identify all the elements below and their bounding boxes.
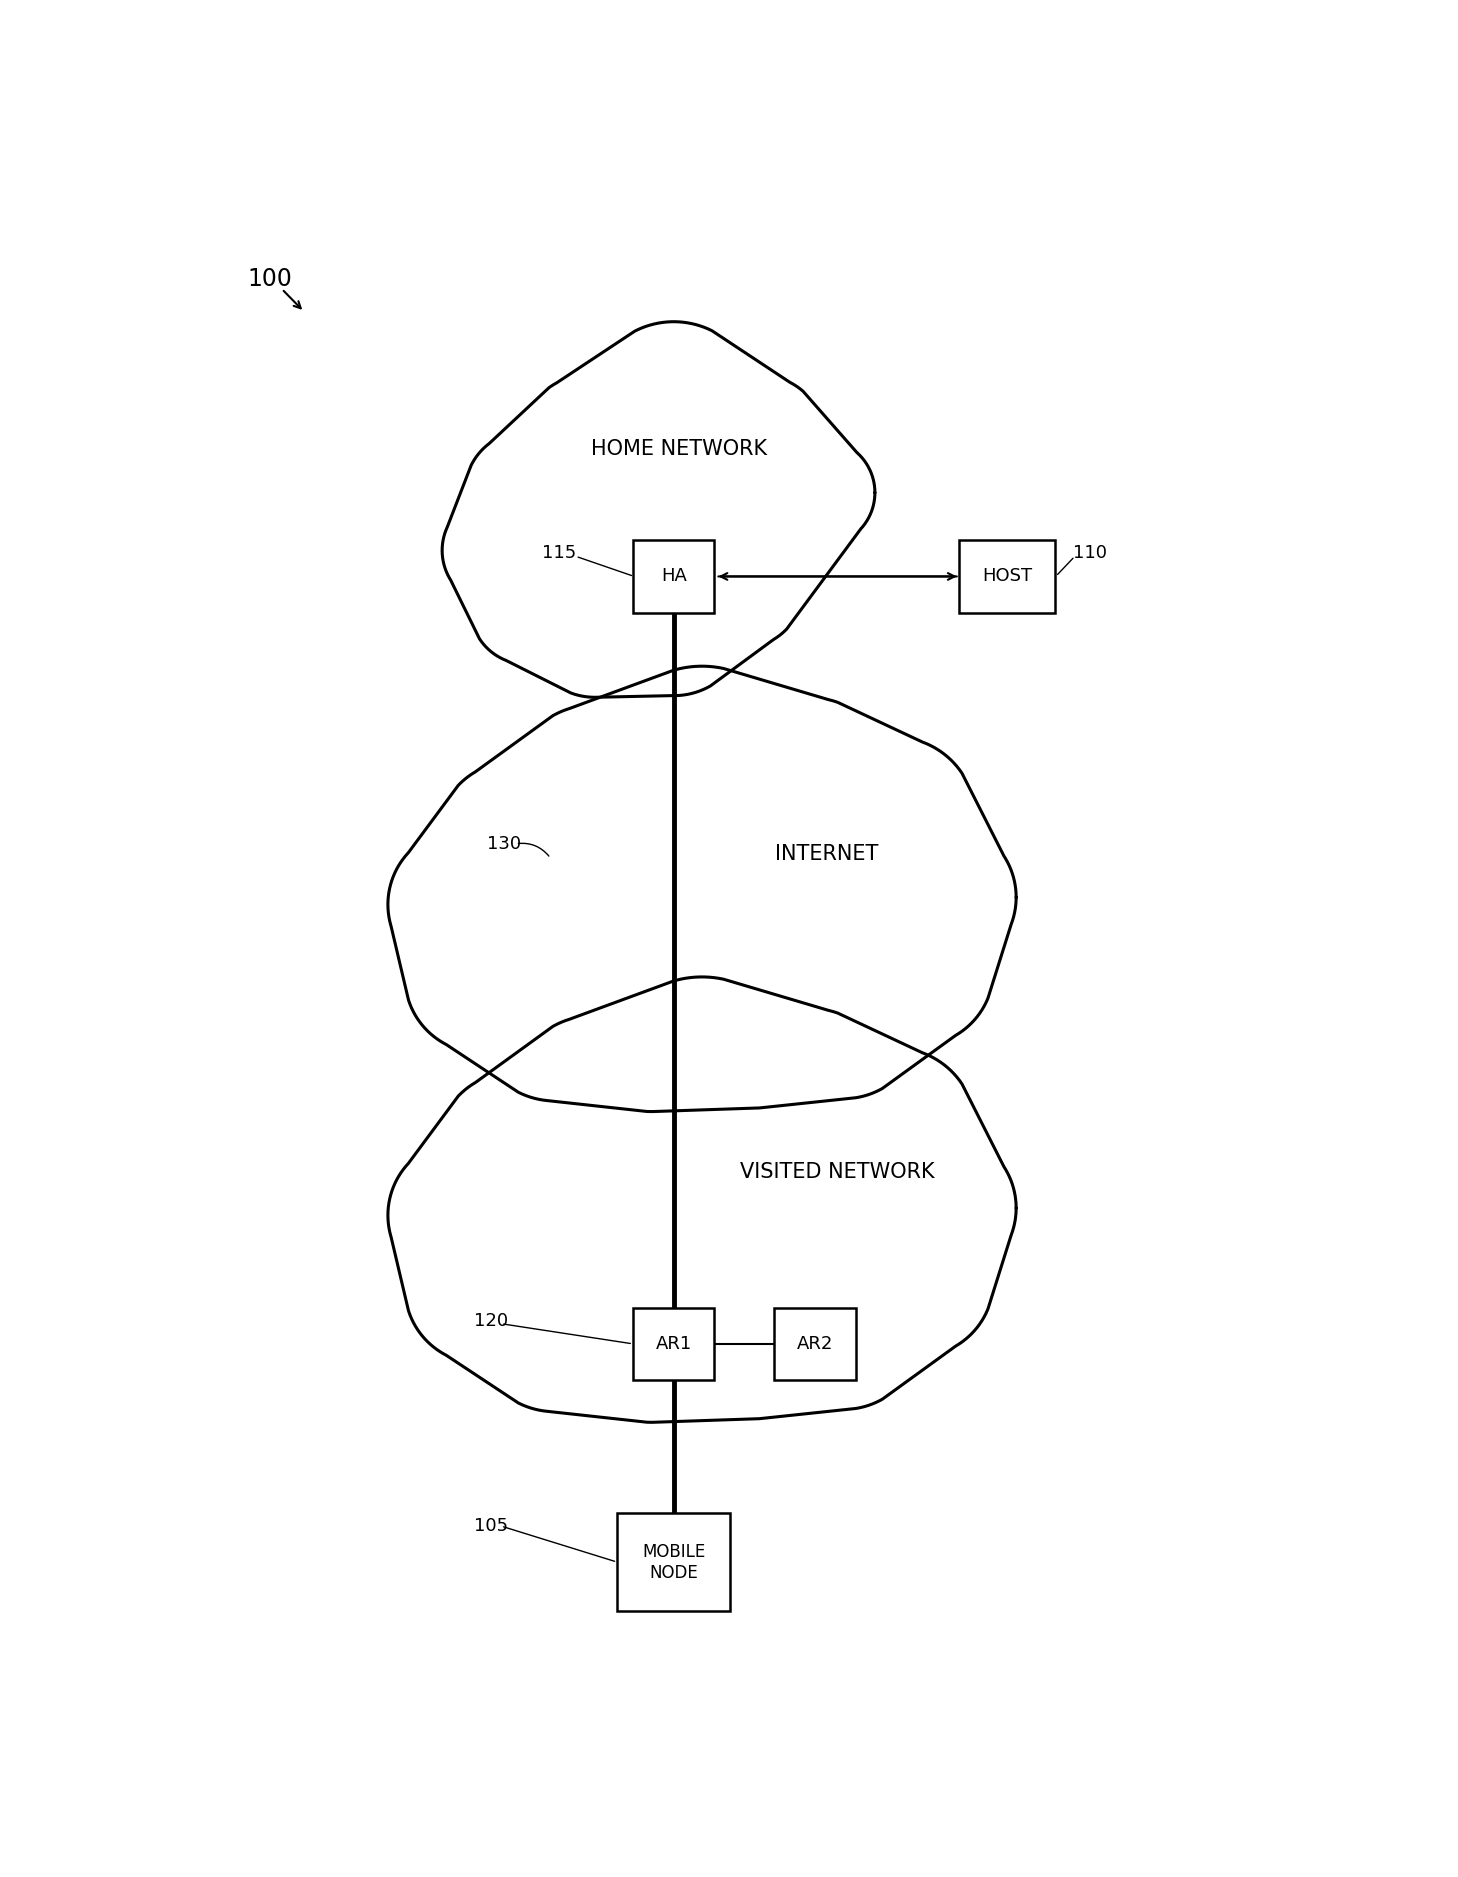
Text: HOME NETWORK: HOME NETWORK <box>592 439 767 460</box>
FancyBboxPatch shape <box>633 1308 714 1380</box>
Text: HA: HA <box>660 567 687 586</box>
Text: 115: 115 <box>541 544 576 563</box>
Text: INTERNET: INTERNET <box>774 845 878 863</box>
FancyBboxPatch shape <box>959 541 1056 612</box>
Text: 105: 105 <box>474 1517 507 1535</box>
Text: AR1: AR1 <box>656 1335 693 1353</box>
Text: VISITED NETWORK: VISITED NETWORK <box>741 1162 935 1183</box>
Text: AR2: AR2 <box>798 1335 833 1353</box>
Text: 130: 130 <box>487 835 522 852</box>
Text: 120: 120 <box>474 1312 507 1329</box>
Text: MOBILE
NODE: MOBILE NODE <box>642 1543 706 1582</box>
FancyBboxPatch shape <box>633 541 714 612</box>
FancyBboxPatch shape <box>774 1308 856 1380</box>
FancyBboxPatch shape <box>617 1513 730 1610</box>
Text: 100: 100 <box>248 267 293 291</box>
Text: 110: 110 <box>1073 544 1107 563</box>
Text: HOST: HOST <box>983 567 1032 586</box>
